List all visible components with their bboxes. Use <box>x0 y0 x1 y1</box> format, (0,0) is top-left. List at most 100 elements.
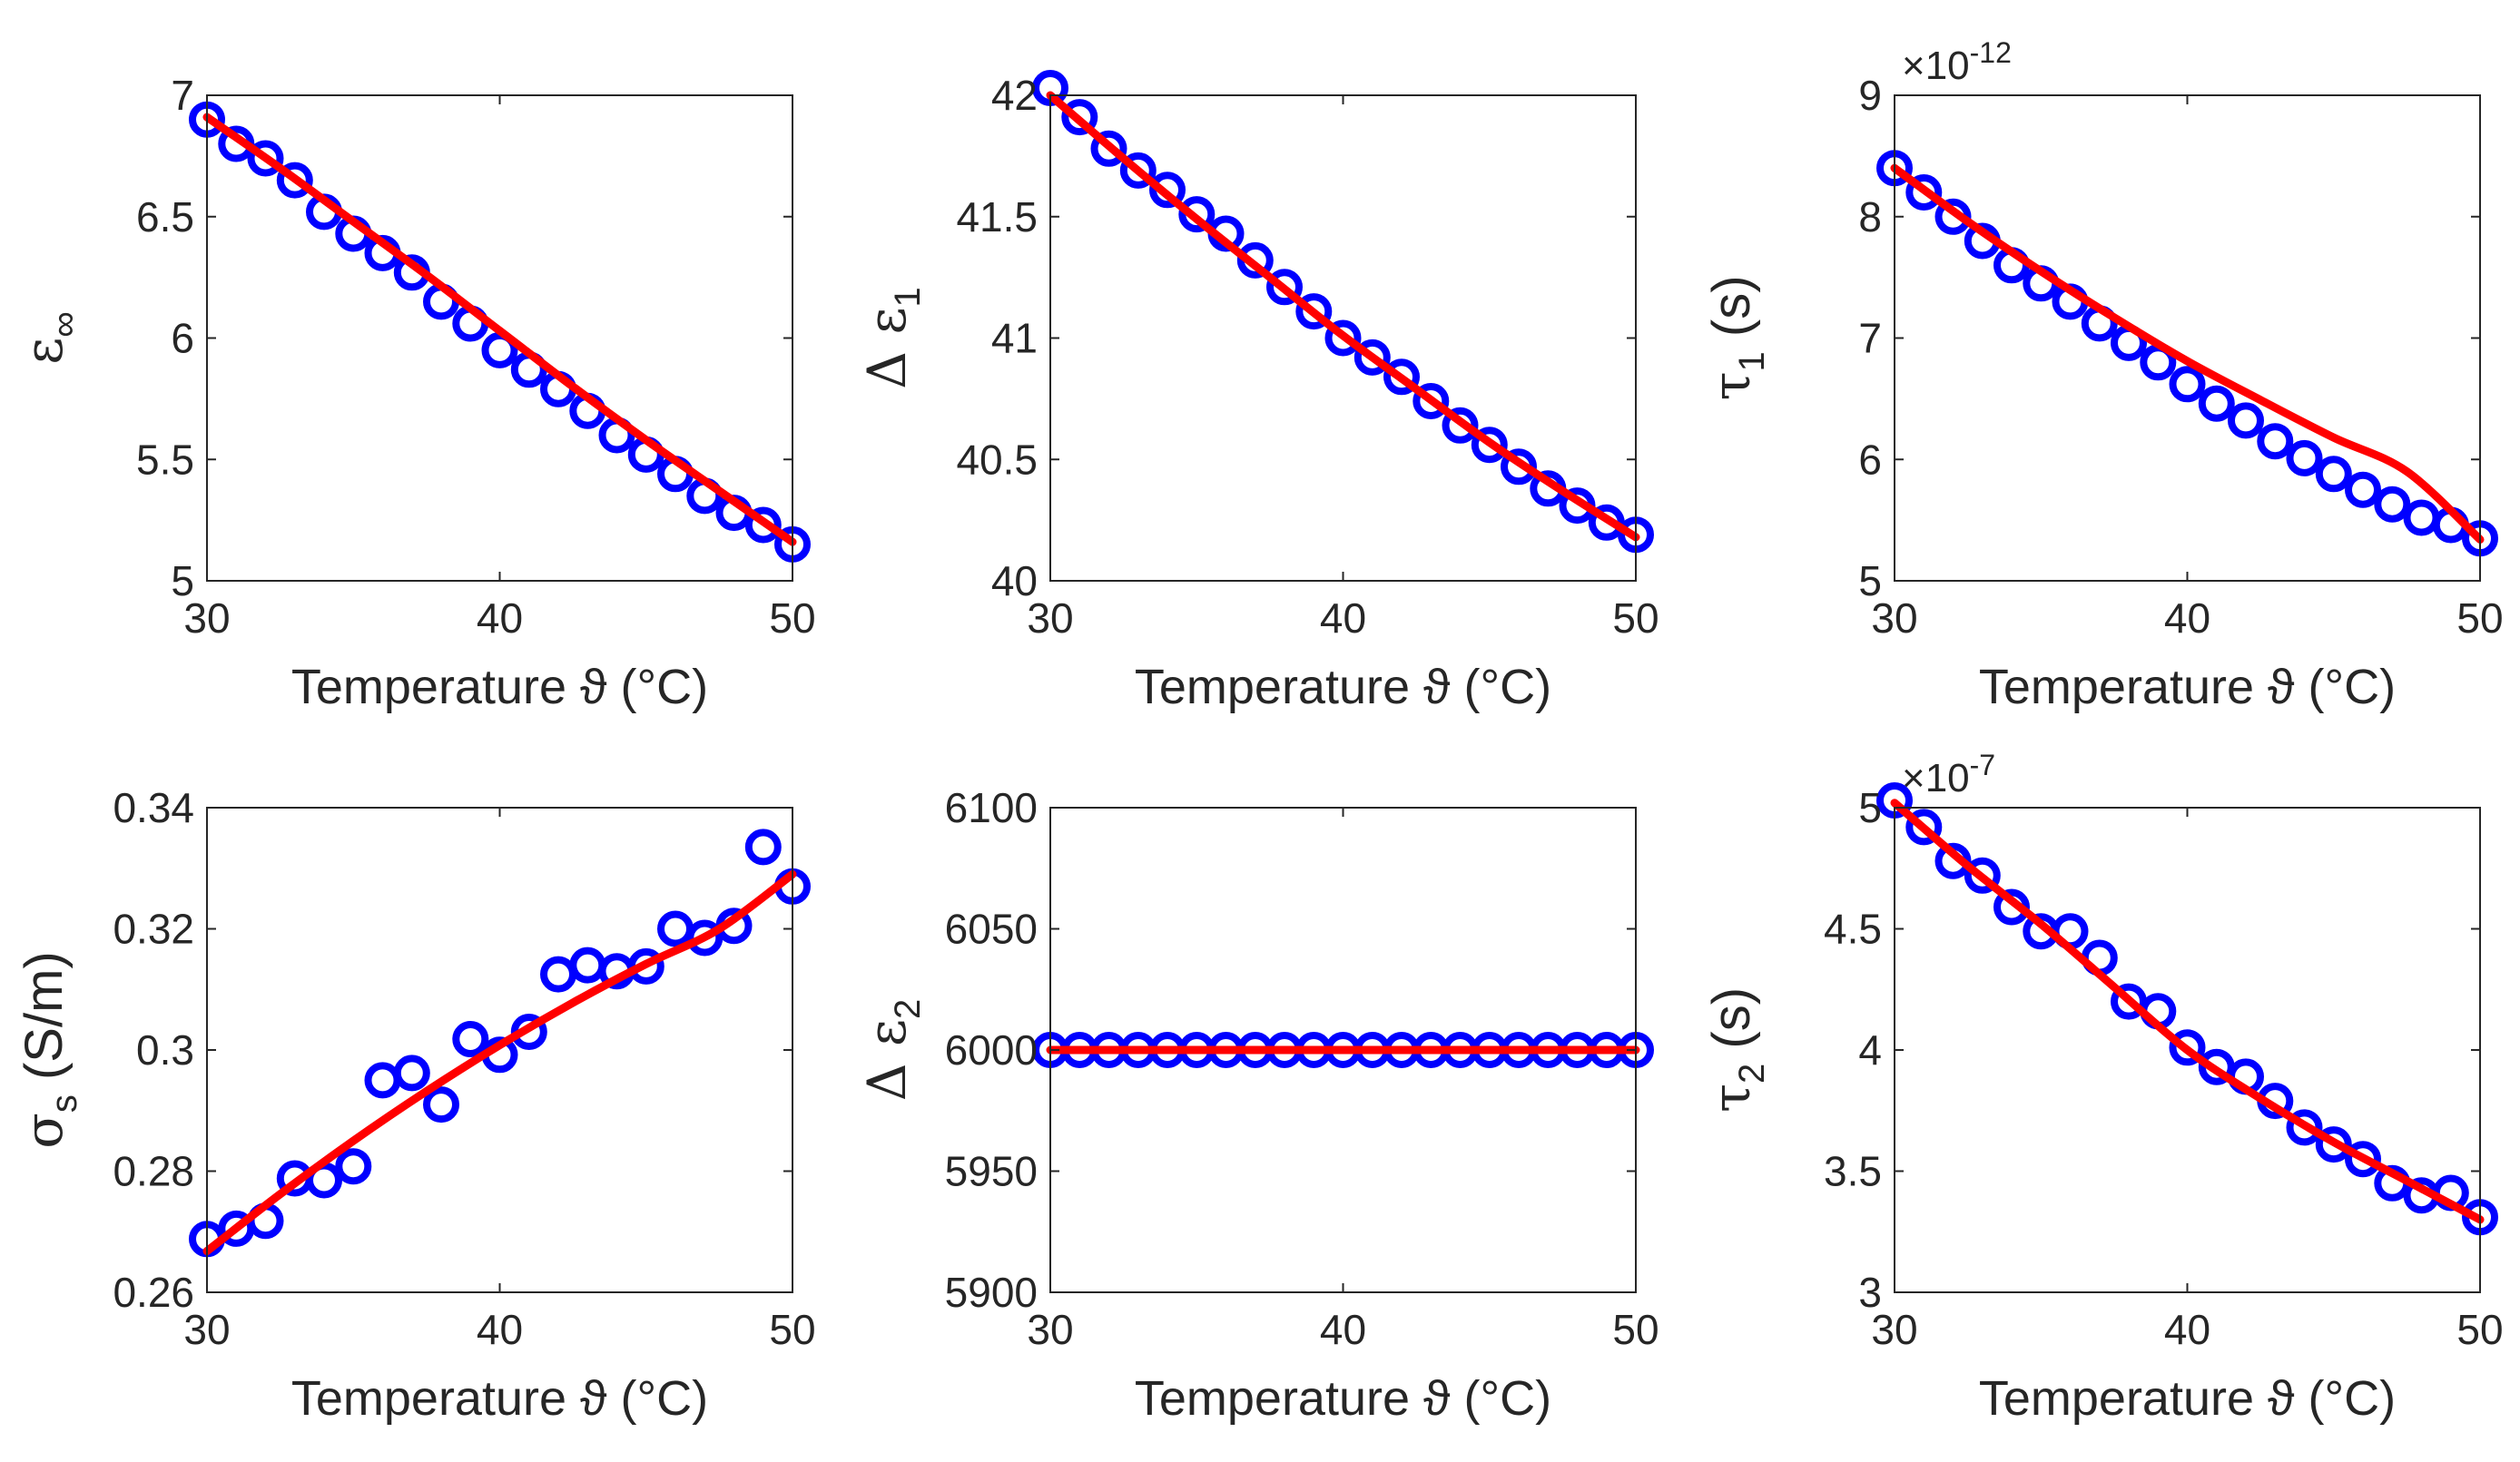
data-point <box>1324 319 1362 357</box>
data-point <box>1090 130 1127 167</box>
y-tick-label: 5 <box>171 557 194 604</box>
data-point <box>423 1086 459 1123</box>
y-axis-subscript: ∞ <box>44 311 84 338</box>
exponent-base: ×10 <box>1902 756 1970 800</box>
data-point <box>2198 385 2235 422</box>
data-point <box>247 140 284 177</box>
y-tick-label: 6.5 <box>136 193 194 240</box>
x-axis-label: Temperature ϑ (°C) <box>1135 660 1551 714</box>
data-point <box>2345 1141 2381 1178</box>
x-tick-label: 30 <box>183 1306 230 1353</box>
data-point <box>2315 456 2352 493</box>
panel-eps-inf: 30 40 50 5 5.5 6 6.5 7 Temperature ϑ (°C) ε∞ <box>13 72 816 714</box>
y-tick-label: 0.3 <box>136 1026 194 1074</box>
data-point <box>2315 1126 2352 1163</box>
x-tick-label: 40 <box>2164 594 2210 642</box>
data-point <box>744 506 782 544</box>
y-tick-label: 41.5 <box>956 193 1038 240</box>
axis-exponent: ×10-12 <box>1902 36 2012 88</box>
y-axis-subscript: 1 <box>888 287 928 307</box>
y-tick-label: 41 <box>991 315 1038 362</box>
data-point <box>1149 172 1186 209</box>
y-tick-label: 6100 <box>945 784 1038 831</box>
x-tick-label: 50 <box>2456 1306 2503 1353</box>
data-point <box>1354 339 1391 376</box>
exponent-power: -7 <box>1970 749 1995 781</box>
data-point <box>1119 152 1157 189</box>
x-tick-label: 40 <box>1320 594 1366 642</box>
data-point <box>452 1021 489 1057</box>
y-tick-label: 3.5 <box>1824 1148 1882 1195</box>
x-tick-label: 50 <box>769 594 815 642</box>
panel-tau-2: 30 40 50 3 3.5 4 4.5 5 ×10-7 Temperature ϑ (°C) τ2… <box>1700 749 2504 1426</box>
y-axis-symbol: τ <box>1700 371 1762 400</box>
y-axis-label: Δ ε1 <box>856 287 928 389</box>
data-point <box>2228 402 2264 439</box>
x-axis-label: Temperature ϑ (°C) <box>1979 1371 2396 1426</box>
data-point <box>1236 241 1274 279</box>
x-tick-label: 30 <box>183 594 230 642</box>
x-tick-label: 30 <box>1871 1306 1917 1353</box>
y-axis-symbol: σ <box>13 1113 74 1149</box>
data-point <box>2374 486 2411 523</box>
y-tick-label: 3 <box>1858 1269 1882 1316</box>
data-point <box>2286 1109 2323 1146</box>
exponent-base: ×10 <box>1902 44 1970 88</box>
x-tick-label: 30 <box>1027 1306 1073 1353</box>
y-axis-unit: (s) <box>1702 987 1761 1064</box>
y-tick-label: 5950 <box>945 1148 1038 1195</box>
y-tick-label: 5 <box>1858 557 1882 604</box>
data-point <box>276 162 313 199</box>
data-point <box>2257 423 2294 460</box>
fit-line-eps-inf <box>202 113 797 546</box>
y-tick-label: 40 <box>991 557 1038 604</box>
x-tick-label: 40 <box>1320 1306 1366 1353</box>
x-tick-label: 30 <box>1027 594 1073 642</box>
panel-tau-1: 30 40 50 5 6 7 8 9 ×10-12 Temperature ϑ (°C) τ1 (s… <box>1700 36 2504 714</box>
y-tick-label: 0.34 <box>113 784 194 831</box>
x-axis-label: Temperature ϑ (°C) <box>1135 1371 1551 1426</box>
data-point <box>1501 448 1537 486</box>
y-tick-label: 5 <box>1858 784 1882 831</box>
y-axis-symbol: ε <box>13 338 74 365</box>
x-axis-label: Temperature ϑ (°C) <box>291 1371 708 1426</box>
y-tick-label: 6050 <box>945 906 1038 953</box>
data-point <box>393 1055 430 1092</box>
data-point <box>1383 358 1420 396</box>
x-tick-label: 40 <box>2164 1306 2210 1353</box>
x-axis-label: Temperature ϑ (°C) <box>291 660 708 714</box>
x-tick-label: 50 <box>1612 1306 1659 1353</box>
fit-line-sigma-s <box>202 869 797 1256</box>
x-tick-label: 50 <box>2456 594 2503 642</box>
y-tick-label: 9 <box>1858 72 1882 119</box>
exponent-power: -12 <box>1970 36 2012 69</box>
y-tick-label: 4 <box>1858 1026 1882 1074</box>
y-tick-label: 7 <box>171 72 194 119</box>
x-tick-label: 50 <box>769 1306 815 1353</box>
y-axis-subscript: 2 <box>1732 1064 1772 1084</box>
y-tick-label: 5.5 <box>136 436 194 483</box>
data-point <box>1266 269 1303 306</box>
panel-sigma-s: 30 40 50 0.26 0.28 0.3 0.32 0.34 Temperature ϑ (… <box>13 784 816 1426</box>
data-point <box>2169 1029 2206 1066</box>
y-axis-unit: (s) <box>1702 275 1761 351</box>
y-tick-label: 0.32 <box>113 906 194 953</box>
y-axis-label: ε∞ <box>13 311 84 365</box>
y-axis-label: τ1 (s) <box>1700 275 1772 400</box>
y-tick-label: 0.28 <box>113 1148 194 1195</box>
x-tick-label: 40 <box>477 594 523 642</box>
y-axis-label: σs (S/m) <box>13 951 84 1148</box>
data-point <box>686 919 724 957</box>
data-point <box>2286 439 2323 476</box>
y-tick-label: 42 <box>991 72 1038 119</box>
x-axis-label: Temperature ϑ (°C) <box>1979 660 2396 714</box>
data-point <box>2345 471 2381 508</box>
data-point <box>1442 407 1479 444</box>
y-axis-symbol: Δ ε <box>856 307 918 388</box>
x-tick-label: 40 <box>477 1306 523 1353</box>
y-axis-unit: (S/m) <box>15 951 74 1094</box>
data-point <box>335 1148 372 1185</box>
y-tick-label: 6 <box>171 315 194 362</box>
y-tick-label: 8 <box>1858 193 1882 240</box>
